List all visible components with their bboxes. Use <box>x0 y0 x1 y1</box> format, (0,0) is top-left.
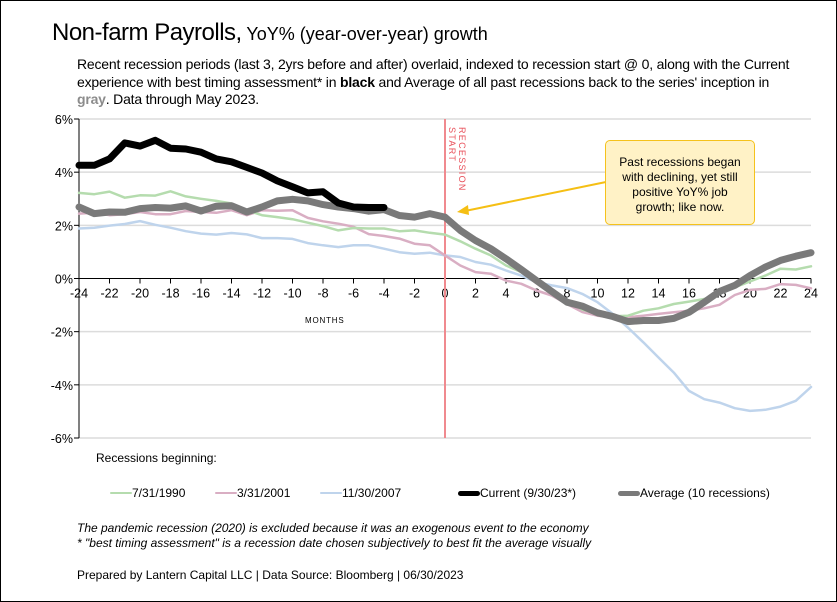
legend-item-1990: 7/31/1990 <box>110 486 185 500</box>
recession-label-line2: START <box>447 127 457 162</box>
series-lines <box>75 136 815 413</box>
callout-line-4: growth; like now. <box>635 200 725 214</box>
chart-subtitle: Recent recession periods (last 3, 2yrs b… <box>77 56 797 109</box>
chart-title-sub: YoY% (year-over-year) growth <box>241 24 488 44</box>
x-tick-label: 2 <box>472 287 479 301</box>
x-tick-label: 16 <box>682 287 696 301</box>
x-tick-label: 10 <box>591 287 605 301</box>
x-tick-label: 8 <box>564 287 571 301</box>
legend-swatch-2007 <box>320 492 342 494</box>
x-tick-label: -12 <box>253 287 271 301</box>
footnotes: The pandemic recession (2020) is exclude… <box>77 521 591 551</box>
y-tick-labels: 6% 4% 2% 0% -2% -4% -6% <box>51 113 73 446</box>
x-tick-label: 24 <box>804 287 818 301</box>
callout-arrow-line <box>464 181 607 212</box>
legend-item-average: Average (10 recessions) <box>618 486 770 500</box>
subtitle-text-3: . Data through May 2023. <box>105 91 259 107</box>
legend-swatch-1990 <box>110 492 132 494</box>
subtitle-black-label: black <box>339 73 375 90</box>
y-tick-label: -6% <box>51 432 73 446</box>
x-tick-label: -10 <box>283 287 301 301</box>
x-tick-label: -18 <box>161 287 179 301</box>
x-tick-label: -8 <box>317 287 328 301</box>
x-tick-label: -20 <box>131 287 149 301</box>
subtitle-gray-label: gray <box>77 91 106 107</box>
legend-item-2001: 3/31/2001 <box>215 486 290 500</box>
callout-line-1: Past recessions began <box>619 155 741 169</box>
x-tick-label: 12 <box>621 287 635 301</box>
legend-title: Recessions beginning: <box>96 451 217 465</box>
callout-box: Past recessions began with declining, ye… <box>605 140 755 225</box>
y-tick-label: -4% <box>51 379 73 393</box>
legend-label-2001: 3/31/2001 <box>237 486 291 500</box>
x-tick-label: -2 <box>409 287 420 301</box>
x-tick-label: -4 <box>378 287 389 301</box>
subtitle-text-2: and Average of all past recessions back … <box>374 73 770 90</box>
x-tick-label: 6 <box>533 287 540 301</box>
x-tick-label: -14 <box>222 287 240 301</box>
legend-item-2007: 11/30/2007 <box>320 486 401 500</box>
legend-label-current: Current (9/30/23*) <box>480 486 577 500</box>
series-line-7-31-1990 <box>77 190 813 318</box>
chart-title: Non-farm Payrolls, YoY% (year-over-year)… <box>52 19 488 47</box>
legend-swatch-current <box>458 490 480 496</box>
x-tick-label: 4 <box>503 287 510 301</box>
x-tick-label: 14 <box>652 287 666 301</box>
callout-arrow <box>457 181 607 215</box>
x-tick-label: -6 <box>348 287 359 301</box>
y-tick-label: 6% <box>55 113 73 127</box>
series-line-average-10-recessions <box>75 195 815 326</box>
y-tick-label: 4% <box>55 166 73 180</box>
x-tick-label: -22 <box>100 287 118 301</box>
legend-item-current: Current (9/30/23*) <box>458 486 576 500</box>
chart-title-main: Non-farm Payrolls, <box>52 19 242 46</box>
x-axis-label: MONTHS <box>305 316 344 325</box>
footnote-timing: * "best timing assessment" is a recessio… <box>77 536 592 550</box>
legend-swatch-average <box>618 490 640 496</box>
y-tick-label: 2% <box>55 219 73 233</box>
callout-line-2: with declining, yet still <box>622 170 738 184</box>
series-line-current-9-30-23 <box>75 136 388 211</box>
callout-arrowhead-icon <box>457 205 469 215</box>
legend-label-average: Average (10 recessions) <box>640 486 770 500</box>
recession-label-line1: RECESSION <box>457 127 467 192</box>
x-tick-labels: -24-22-20-18-16-14-12-10-8-6-4-202468101… <box>70 287 818 301</box>
x-tick-label: 22 <box>774 287 788 301</box>
y-tick-label: 0% <box>55 273 73 287</box>
subtitle-text-1: Recent recession periods (last 3, 2yrs b… <box>77 56 790 90</box>
y-tick-label: -2% <box>51 326 73 340</box>
legend-swatch-2001 <box>215 492 237 494</box>
x-tick-label: -24 <box>70 287 88 301</box>
source-credit: Prepared by Lantern Capital LLC | Data S… <box>77 568 464 582</box>
callout-line-3: positive YoY% job <box>632 185 728 199</box>
legend-label-2007: 11/30/2007 <box>342 486 402 500</box>
legend-label-1990: 7/31/1990 <box>132 486 186 500</box>
x-tick-label: -16 <box>192 287 210 301</box>
footnote-pandemic: The pandemic recession (2020) is exclude… <box>77 521 589 535</box>
